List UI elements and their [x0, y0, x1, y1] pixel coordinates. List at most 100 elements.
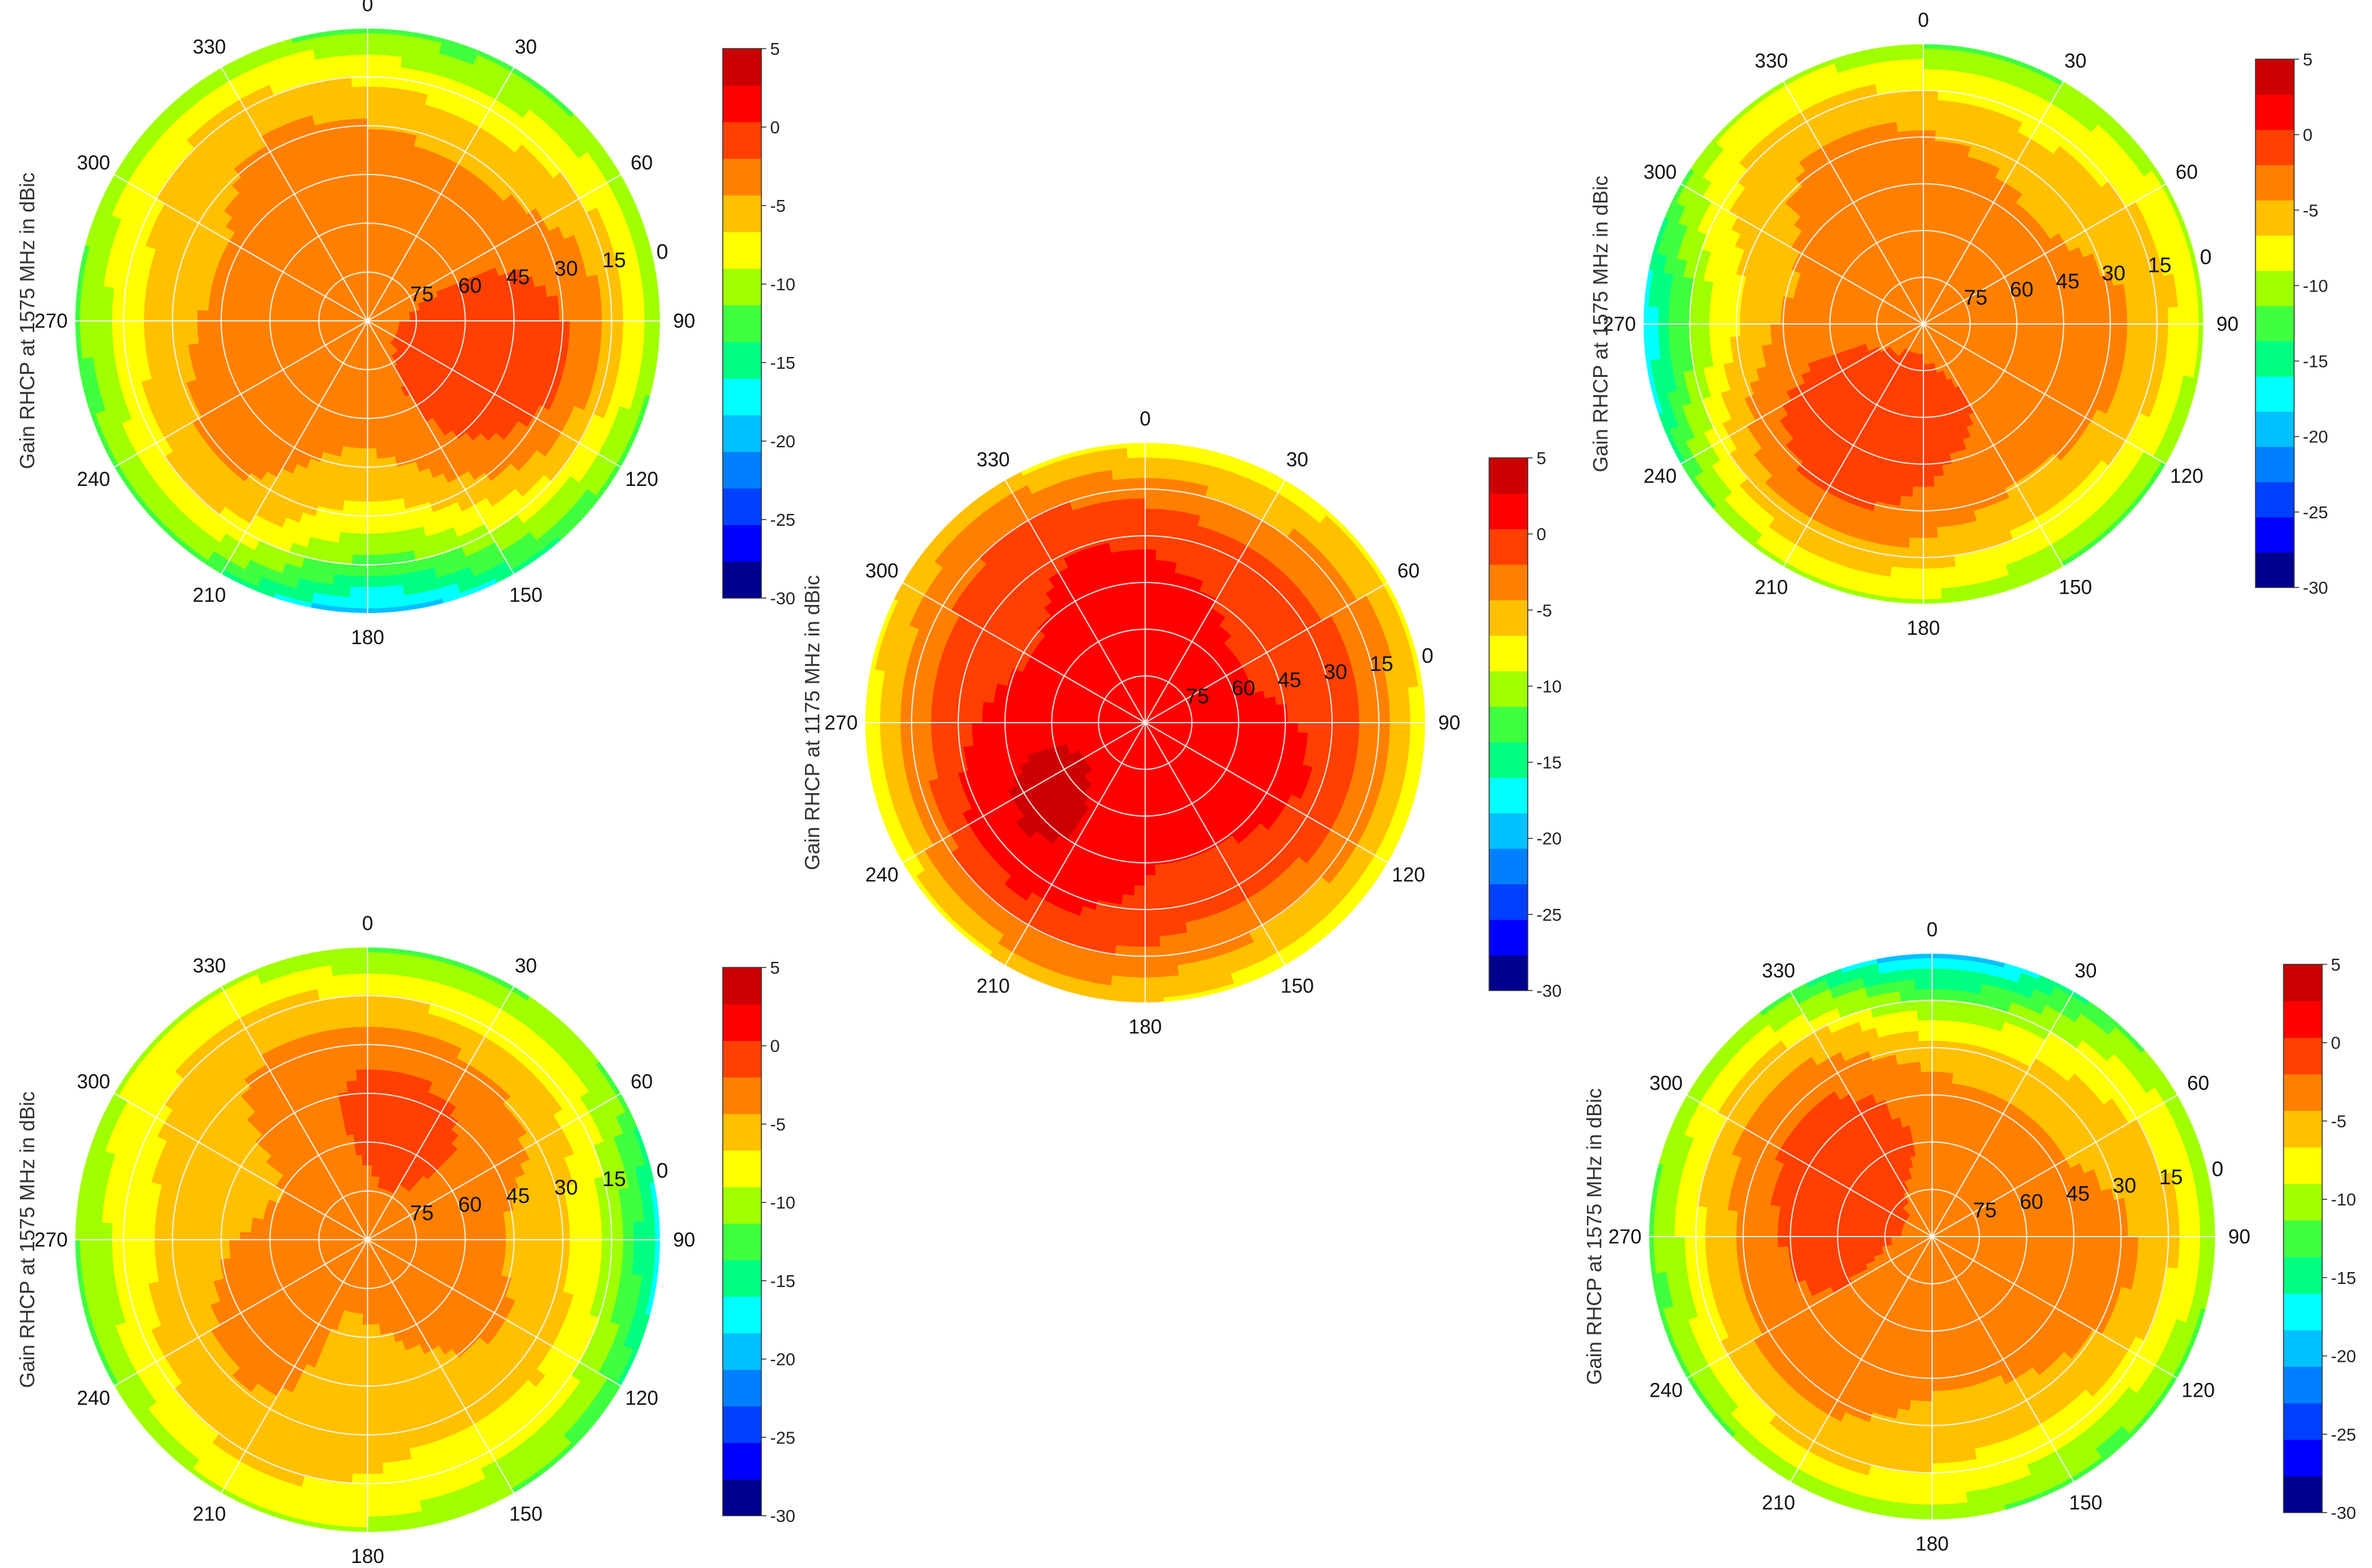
contour-cell: [154, 292, 168, 308]
contour-cell: [1001, 722, 1013, 733]
contour-cell: [361, 224, 368, 236]
contour-cell: [339, 521, 355, 535]
contour-cell: [367, 437, 377, 450]
contour-cell: [981, 722, 993, 734]
contour-cell: [367, 448, 378, 460]
contour-cell: [1318, 710, 1330, 723]
contour-cell: [578, 291, 592, 308]
contour-cell: [546, 332, 560, 346]
contour-cell: [367, 150, 379, 162]
contour-cell: [1130, 497, 1146, 510]
colorbar-tick-label: 0: [770, 118, 780, 137]
contour-cell: [250, 313, 262, 321]
colorbar-tick-label: -25: [770, 510, 795, 530]
contour-cell: [580, 320, 593, 336]
colorbar-swatch: [723, 268, 761, 306]
contour-cell: [546, 295, 560, 310]
contour-cell: [1226, 710, 1237, 718]
theta-tick-label: 30: [515, 36, 537, 58]
theta-tick-label: 210: [193, 584, 226, 606]
contour-cell: [1012, 722, 1024, 732]
contour-cell: [1126, 579, 1137, 592]
colorbar-swatch: [723, 525, 761, 562]
contour-cell: [1145, 508, 1160, 520]
colorbar-swatch: [723, 121, 761, 159]
contour-cell: [644, 302, 656, 321]
contour-cell: [991, 702, 1004, 714]
contour-cell: [1155, 559, 1167, 571]
contour-cell: [356, 469, 368, 482]
contour-cell: [1347, 694, 1360, 710]
colorbar: 50-5-10-15-20-25-30: [722, 39, 795, 608]
contour-cell: [1145, 793, 1151, 805]
contour-cell: [338, 97, 355, 110]
contour-cell: [342, 500, 356, 513]
contour-cell: [1123, 874, 1136, 886]
contour-cell: [1122, 884, 1135, 896]
contour-cell: [367, 171, 378, 183]
contour-cell: [951, 734, 964, 749]
contour-cell: [338, 172, 350, 186]
contour-cell: [991, 722, 1003, 733]
contour-cell: [612, 303, 624, 321]
contour-cell: [175, 295, 189, 310]
contour-cell: [1145, 599, 1154, 611]
contour-cell: [548, 308, 560, 321]
contour-cell: [536, 297, 550, 310]
contour-cell: [282, 320, 294, 327]
contour-cell: [1135, 579, 1146, 591]
contour-cell: [1348, 722, 1360, 738]
contour-cell: [1160, 477, 1178, 490]
contour-cell: [644, 320, 656, 340]
contour-cell: [515, 330, 528, 343]
contour-cell: [349, 586, 368, 599]
contour-cell: [1117, 580, 1128, 593]
contour-cell: [374, 437, 385, 449]
contour-cell: [981, 711, 993, 723]
contour-cell: [1136, 599, 1146, 611]
contour-cell: [1134, 875, 1146, 886]
contour-cell: [360, 427, 368, 439]
contour-cell: [356, 150, 368, 162]
contour-cell: [1145, 885, 1157, 897]
colorbar-swatch: [723, 158, 761, 196]
contour-cell: [367, 384, 373, 396]
contour-cell: [420, 316, 432, 321]
contour-cell: [385, 456, 398, 470]
contour-cell: [348, 32, 368, 45]
contour-cell: [1256, 706, 1268, 716]
contour-cell: [1118, 915, 1133, 927]
contour-cell: [112, 287, 125, 305]
contour-cell: [991, 712, 1003, 723]
contour-cell: [1137, 824, 1146, 835]
contour-cell: [360, 203, 368, 215]
contour-cell: [381, 542, 399, 556]
contour-cell: [379, 118, 395, 131]
contour-cell: [357, 171, 368, 183]
contour-cell: [1150, 803, 1158, 815]
contour-cell: [1130, 936, 1146, 948]
contour-cell: [526, 309, 539, 321]
contour-cell: [473, 305, 485, 315]
contour-cell: [367, 139, 380, 151]
contour-cell: [1125, 863, 1136, 877]
contour-cell: [1153, 843, 1163, 856]
radial-tick-label: 15: [603, 249, 626, 272]
contour-cell: [367, 459, 378, 471]
contour-cell: [153, 320, 166, 336]
contour-cell: [580, 305, 593, 321]
contour-cell: [503, 291, 517, 303]
contour-cell: [207, 299, 221, 311]
contour-cell: [1145, 926, 1160, 938]
contour-cell: [367, 406, 374, 417]
contour-cell: [578, 334, 592, 351]
contour-cell: [1307, 733, 1319, 746]
contour-cell: [1053, 727, 1065, 735]
radial-tick-label: 75: [410, 282, 434, 306]
contour-cell: [1145, 548, 1157, 560]
contour-cell: [1327, 734, 1340, 749]
contour-cell: [367, 586, 386, 599]
colorbar-swatch: [723, 378, 761, 416]
contour-cell: [1246, 722, 1258, 731]
contour-cell: [303, 320, 315, 326]
